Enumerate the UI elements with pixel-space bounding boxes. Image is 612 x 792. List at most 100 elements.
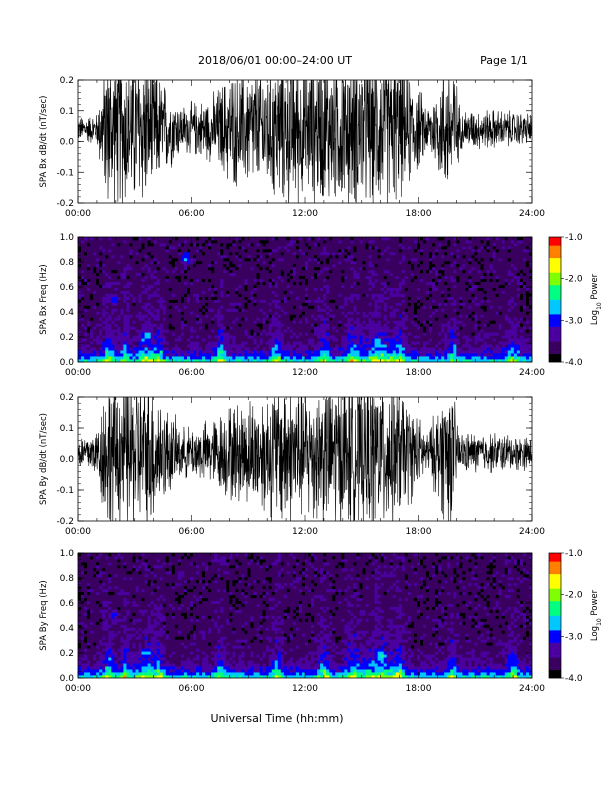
spectrogram-cell [389,296,394,300]
spectrogram-cell [208,353,212,357]
spectrogram-cell [241,263,245,268]
spectrogram-cell [180,257,185,262]
spectrogram-cell [217,260,221,265]
spectrogram-cell [347,326,351,330]
spectrogram-cell [359,332,363,336]
spectrogram-cell [262,260,267,265]
spectrogram-cell [126,278,130,283]
spectrogram-cell [377,287,382,291]
spectrogram-cell [326,245,330,250]
spectrogram-cell [317,359,321,362]
spectrogram-cell [329,290,333,294]
spectrogram-cell [235,350,239,354]
spectrogram-cell [341,353,345,357]
spectrogram-cell [359,329,363,333]
spectrogram-cell [96,269,100,274]
spectrogram-cell [326,284,330,288]
spectrogram-cell [401,341,406,345]
spectrogram-cell [114,281,118,286]
spectrogram-cell [193,299,197,303]
spectrogram-cell [165,266,170,271]
spectrogram-cell [102,335,106,339]
spectrogram-cell [87,287,91,291]
spectrogram-cell [383,299,388,303]
spectrogram-cell [344,338,348,342]
spectrogram-cell [99,269,103,274]
spectrogram-cell [308,311,312,315]
spectrogram-cell [165,305,170,309]
spectrogram-cell [362,263,366,268]
spectrogram-cell [380,332,385,336]
spectrogram-cell [78,278,82,283]
spectrogram-cell [295,347,300,351]
spectrogram-cell [159,254,164,259]
spectrogram-cell [271,314,276,318]
spectrogram-cell [344,237,348,241]
spectrogram-cell [423,260,427,265]
spectrogram-cell [335,347,339,351]
spectrogram-cell [189,347,194,351]
spectrogram-cell [99,260,103,265]
spectrogram-cell [305,296,309,300]
spectrogram-cell [186,254,191,259]
spectrogram-cell [365,323,369,327]
spectrogram-cell [392,347,397,351]
spectrogram-cell [202,272,206,277]
spectrogram-cell [274,347,279,351]
spectrogram-cell [368,335,372,339]
spectrogram-cell [362,311,366,315]
spectrogram-cell [186,281,191,286]
spectrogram-cell [259,323,264,327]
spectrogram-cell [162,242,167,247]
spectrogram-cell [256,284,260,288]
spectrogram-cell [308,293,312,297]
spectrogram-cell [329,281,333,286]
spectrogram-cell [305,293,309,297]
spectrogram-cell [162,356,167,360]
spectrogram-cell [186,272,191,277]
spectrogram-cell [117,359,121,362]
spectrogram-cell [211,248,215,253]
spectrogram-cell [99,308,103,312]
spectrogram-cell [283,290,288,294]
spectrogram-cell [268,248,273,253]
spectrogram-cell [314,263,318,268]
spectrogram-cell [341,302,345,306]
spectrogram-cell [189,272,194,277]
spectrogram-cell [208,287,212,291]
spectrogram-cell [305,272,309,277]
spectrogram-cell [353,317,357,321]
spectrogram-cell [123,278,127,283]
spectrogram-cell [84,266,88,271]
spectrogram-cell [177,353,182,357]
spectrogram-cell [271,272,276,277]
spectrogram-cell [407,305,412,309]
spectrogram-cell [102,299,106,303]
spectrogram-cell [229,356,233,360]
spectrogram-cell [383,359,388,362]
spectrogram-cell [329,305,333,309]
spectrogram-cell [320,359,324,362]
spectrogram-cell [404,302,409,306]
spectrogram-cell [326,290,330,294]
spectrogram-cell [196,272,200,277]
spectrogram-cell [147,317,152,321]
spectrogram-cell [335,329,339,333]
spectrogram-cell [214,320,218,324]
spectrogram-cell [410,284,415,288]
spectrogram-cell [141,275,145,280]
spectrogram-cell [235,272,239,277]
spectrogram-cell [111,296,115,300]
spectrogram-cell [371,359,376,362]
spectrogram-cell [129,296,133,300]
spectrogram-cell [208,242,212,247]
spectrogram-cell [389,284,394,288]
spectrogram-cell [395,293,400,297]
spectrogram-cell [332,281,336,286]
spectrogram-cell [295,260,300,265]
spectrogram-cell [108,263,112,268]
spectrogram-cell [223,242,227,247]
spectrogram-cell [371,269,376,274]
spectrogram-cell [186,245,191,250]
spectrogram-cell [205,248,209,253]
